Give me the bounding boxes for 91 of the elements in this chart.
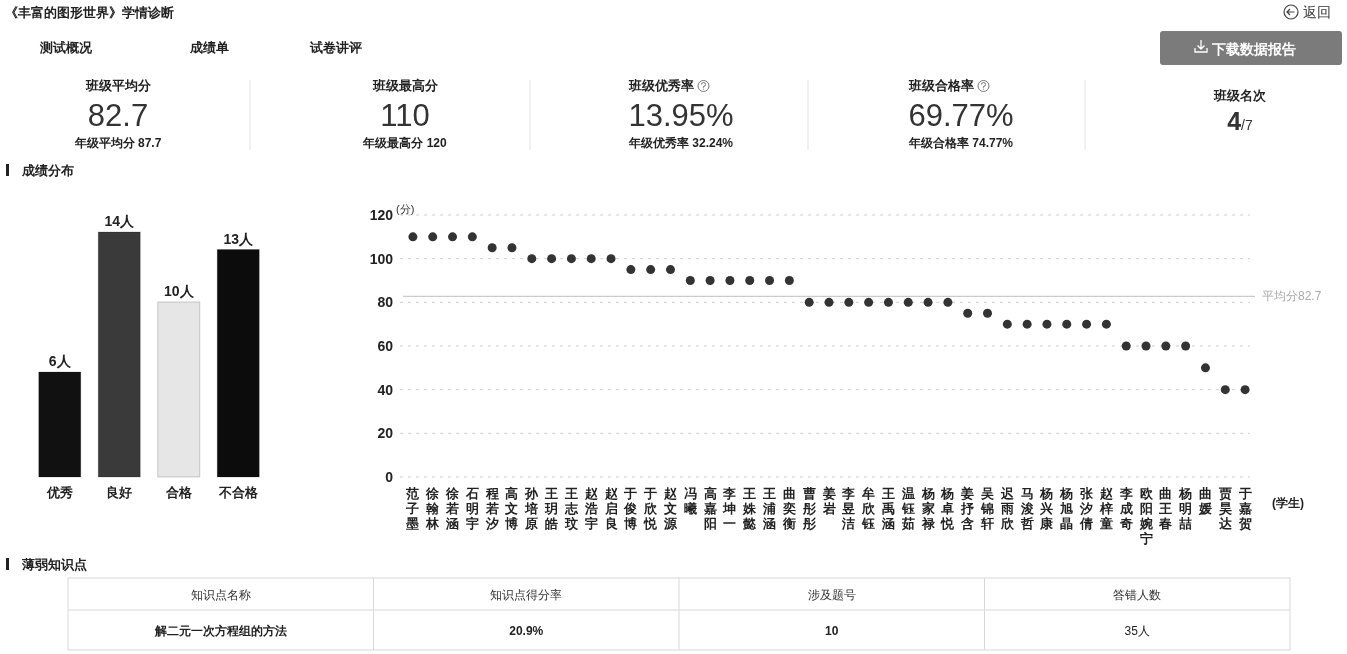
category-label: 姜岩 (822, 486, 836, 516)
category-label: 曲奕衡 (782, 486, 796, 531)
category-label: 高文博 (505, 486, 519, 531)
tab-label: 成绩单 (190, 40, 229, 55)
table-header: 知识点名称 (190, 587, 251, 602)
category-label: 杨旭晶 (1060, 486, 1074, 531)
category-label: 程若汐 (485, 486, 499, 531)
tab-label: 试卷讲评 (310, 40, 362, 55)
table-cell: 10 (825, 624, 839, 638)
category-label: 牟欣钰 (862, 486, 876, 531)
value-label: 6人 (48, 353, 71, 369)
card-subtitle: 年级最高分 120 (363, 136, 447, 150)
category-label: 吴锦轩 (981, 486, 994, 531)
category-label: 冯曦 (683, 486, 697, 516)
category-label: 良好 (106, 485, 133, 500)
category-label: 李昱洁 (842, 486, 856, 531)
tick-label: 80 (377, 294, 393, 311)
category-label: 李成奇 (1119, 486, 1133, 531)
category-label: 王志玟 (564, 486, 578, 531)
category-label: 曲媛 (1198, 486, 1212, 516)
tick-label: 20 (377, 425, 393, 442)
value-label: 13人 (223, 230, 254, 247)
category-label: 杨家禄 (921, 486, 935, 531)
table-cell: 35人 (1124, 624, 1150, 638)
category-label: 优秀 (46, 485, 73, 500)
category-label: 杨卓悦 (941, 486, 955, 531)
button-label: 下载数据报告 (1212, 41, 1296, 57)
card-title: 班级合格率 (908, 78, 974, 93)
category-label: 欧阳婉宁 (1139, 486, 1153, 546)
category-label: 王玥皓 (545, 486, 559, 531)
category-label: 徐若涵 (446, 486, 460, 531)
tick-label: 40 (377, 381, 393, 398)
value-label: 10人 (163, 283, 194, 299)
category-label: 合格 (165, 485, 192, 500)
card-value: 82.7 (87, 98, 149, 133)
axis-title: (分) (396, 203, 415, 215)
category-label: 于嘉贺 (1238, 486, 1252, 531)
table-header: 答错人数 (1113, 587, 1162, 602)
category-label: 曹彤彤 (802, 486, 816, 531)
table-header: 涉及题号 (807, 587, 856, 602)
category-label: 杨明喆 (1179, 486, 1193, 531)
card-value: 110 (380, 98, 430, 133)
category-label: 不合格 (218, 485, 258, 500)
category-label: 赵文源 (664, 486, 677, 531)
back-link-label: 返回 (1303, 4, 1331, 20)
category-label: 赵梓童 (1099, 486, 1113, 531)
category-label: 于俊博 (624, 486, 638, 531)
category-label: 姜抒含 (961, 486, 975, 531)
card-value: 69.77% (908, 98, 1014, 133)
card-subtitle: 年级优秀率 32.24% (629, 136, 733, 150)
tick-label: 60 (377, 338, 393, 354)
card-subtitle: 年级平均分 87.7 (74, 136, 162, 150)
category-label: 张汐倩 (1080, 486, 1094, 531)
category-label: 徐翰林 (426, 486, 440, 531)
card-value: 13.95% (628, 98, 734, 133)
card-title: 班级名次 (1214, 88, 1266, 103)
category-label: 马浚哲 (1020, 486, 1034, 531)
page-title: 《丰富的图形世界》学情诊断 (5, 5, 174, 20)
category-label: 赵启良 (604, 486, 618, 531)
table-cell: 20.9% (509, 624, 544, 638)
axis-title: (学生) (1272, 496, 1304, 510)
category-label: 孙培原 (525, 486, 539, 531)
card-subtitle: 年级合格率 74.77% (909, 136, 1013, 150)
category-label: 王禹涵 (881, 486, 895, 531)
card-title: 班级平均分 (85, 78, 151, 93)
card-value: 4/7 (1227, 107, 1253, 135)
category-label: 曲王春 (1159, 486, 1173, 531)
category-label: 范子墨 (406, 486, 420, 531)
tick-label: 0 (385, 469, 393, 485)
category-label: 于欣悦 (644, 486, 658, 531)
ref-label: 平均分82.7 (1262, 289, 1322, 304)
section-title: 成绩分布 (22, 163, 74, 178)
category-label: 王浦涵 (763, 486, 777, 531)
category-label: 李坤一 (723, 486, 737, 531)
category-label: 王姝懿 (743, 486, 757, 531)
tab-label: 测试概况 (40, 40, 92, 55)
category-label: 石明宇 (465, 486, 479, 531)
table-cell: 解二元一次方程组的方法 (154, 624, 287, 638)
section-title: 薄弱知识点 (22, 557, 87, 572)
category-label: 贾昊达 (1218, 486, 1232, 531)
category-label: 杨兴康 (1040, 486, 1054, 531)
card-title: 班级优秀率 (628, 78, 694, 93)
tick-label: 120 (369, 207, 393, 223)
category-label: 高嘉阳 (703, 486, 717, 531)
table-header: 知识点得分率 (490, 587, 563, 602)
value-label: 14人 (104, 213, 135, 229)
tick-label: 100 (369, 250, 393, 267)
category-label: 温钰茹 (901, 486, 915, 531)
card-title: 班级最高分 (372, 78, 438, 93)
category-label: 迟雨欣 (1000, 486, 1014, 531)
category-label: 赵浩宇 (584, 486, 598, 531)
